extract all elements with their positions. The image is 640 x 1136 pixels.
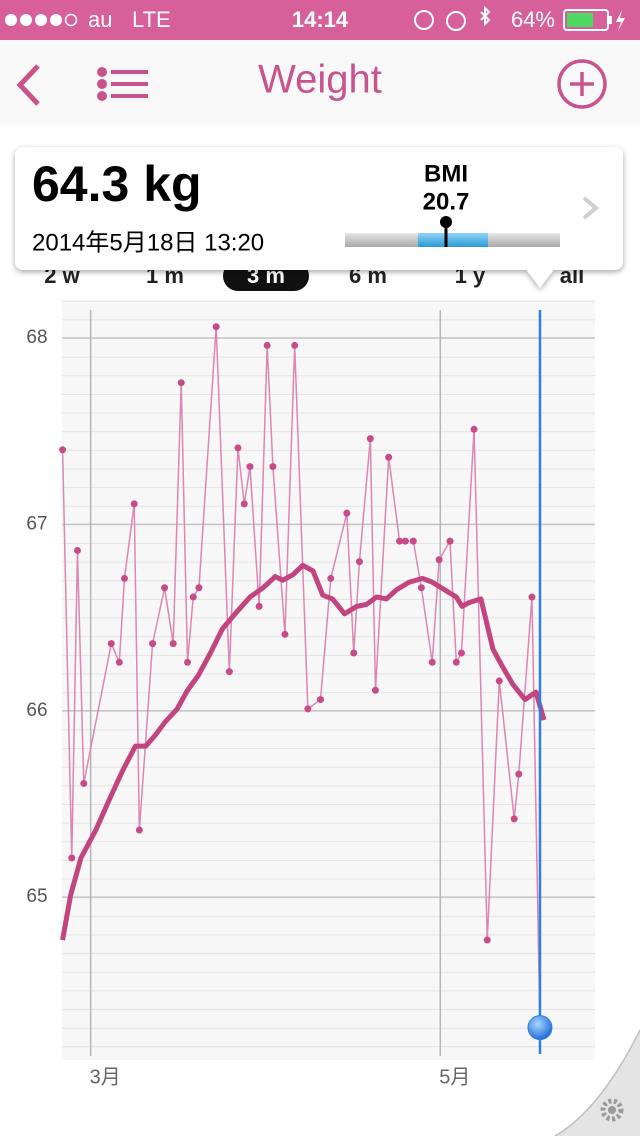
data-point [184, 658, 192, 666]
data-point [120, 574, 128, 582]
data-point [409, 537, 417, 545]
data-point [316, 696, 324, 704]
battery-icon [563, 9, 625, 31]
data-point [281, 630, 289, 638]
data-point [177, 379, 185, 387]
list-button[interactable] [97, 67, 148, 101]
data-point [417, 584, 425, 592]
data-point [452, 658, 460, 666]
data-point [483, 936, 491, 944]
data-point [255, 602, 263, 610]
data-point [149, 640, 157, 648]
data-point [234, 444, 242, 452]
carrier: au [88, 7, 112, 32]
data-point [495, 677, 503, 685]
data-point [169, 640, 177, 648]
data-point [396, 537, 404, 545]
time: 14:14 [292, 7, 349, 32]
network: LTE [132, 7, 171, 32]
data-point [385, 453, 393, 461]
data-point [327, 574, 335, 582]
minor-grid [62, 300, 595, 1060]
data-point [189, 593, 197, 601]
data-point [343, 509, 351, 517]
data-point [240, 500, 248, 508]
weight-value: 64.3 kg [32, 156, 202, 212]
data-point [350, 649, 358, 657]
data-point [135, 826, 143, 834]
datetime: 2014年5月18日 13:20 [32, 229, 264, 256]
bmi-gauge [345, 216, 560, 247]
data-point [263, 341, 271, 349]
card-chevron[interactable] [582, 196, 600, 220]
x-tick-label: 5月 [439, 1066, 470, 1088]
data-point [246, 463, 254, 471]
signal-dots [5, 13, 78, 27]
y-tick-label: 68 [26, 327, 47, 348]
status-icons [414, 5, 491, 31]
cursor-point [527, 1015, 553, 1041]
data-point [470, 425, 478, 433]
data-point [73, 546, 81, 554]
data-point [225, 668, 233, 676]
data-point [446, 537, 454, 545]
data-point [59, 446, 67, 454]
data-point [401, 537, 409, 545]
y-tick-label: 67 [26, 513, 47, 534]
battery-percent: 64% [511, 7, 555, 32]
data-point [515, 770, 523, 778]
data-point [528, 593, 536, 601]
data-point [428, 658, 436, 666]
y-tick-label: 66 [26, 700, 47, 721]
data-point [371, 686, 379, 694]
page-curl[interactable] [554, 1029, 640, 1136]
data-point [435, 556, 443, 564]
data-point [304, 705, 312, 713]
data-point [161, 584, 169, 592]
data-point [115, 658, 123, 666]
data-point [68, 854, 76, 862]
status-bar [0, 0, 640, 40]
data-point [80, 779, 88, 787]
chart: 65 66 67 68 3月 5月 [26, 310, 595, 1088]
data-point [457, 649, 465, 657]
data-point [130, 500, 138, 508]
data-point [107, 640, 115, 648]
series-line [60, 562, 547, 941]
nav-title: Weight [258, 58, 382, 102]
data-point [510, 815, 518, 823]
data-point [366, 435, 374, 443]
bmi-value: 20.7 [423, 188, 470, 215]
data-point [195, 584, 203, 592]
bmi-label: BMI [424, 160, 468, 187]
data-point [291, 341, 299, 349]
back-button[interactable] [16, 64, 40, 106]
data-point [269, 463, 277, 471]
data-point [212, 323, 220, 331]
data-point [355, 558, 363, 566]
x-tick-label: 3月 [90, 1066, 121, 1088]
y-tick-label: 65 [26, 886, 47, 907]
add-button[interactable] [557, 59, 607, 109]
